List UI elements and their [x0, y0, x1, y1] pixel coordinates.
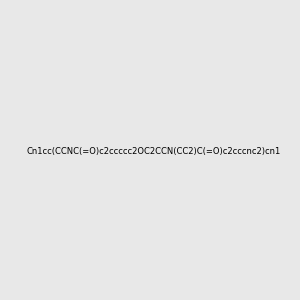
Text: Cn1cc(CCNC(=O)c2ccccc2OC2CCN(CC2)C(=O)c2cccnc2)cn1: Cn1cc(CCNC(=O)c2ccccc2OC2CCN(CC2)C(=O)c2…	[27, 147, 281, 156]
